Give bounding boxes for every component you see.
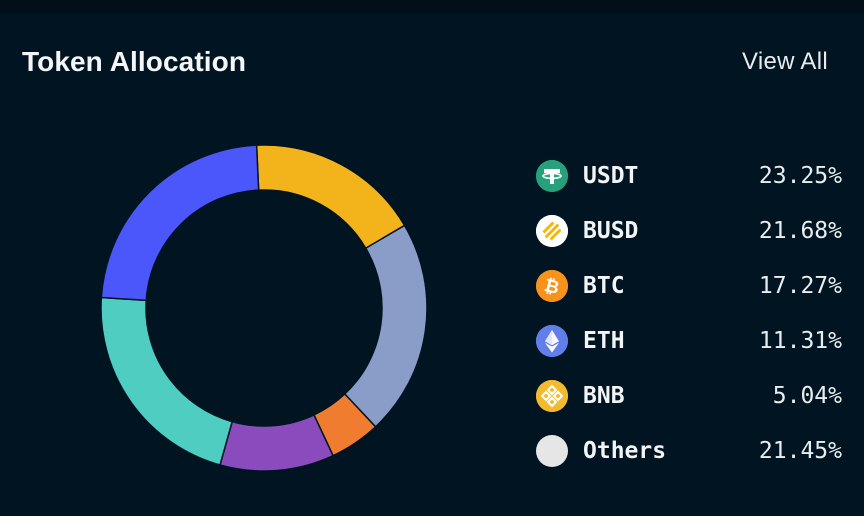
allocation-donut-chart [100, 144, 428, 472]
legend-token-name: BUSD [583, 217, 639, 244]
legend-item-others[interactable]: Others 21.45% [536, 423, 842, 478]
legend-token-name: USDT [583, 162, 639, 189]
legend-token-percent: 5.04% [772, 382, 842, 409]
busd-icon [536, 214, 568, 247]
donut-slice-eth[interactable] [219, 413, 335, 472]
bnb-icon [536, 379, 568, 412]
legend-token-percent: 23.25% [758, 162, 842, 189]
card-header: Token Allocation View All [22, 14, 828, 110]
legend-token-name: BNB [583, 382, 625, 409]
others-icon [536, 434, 568, 467]
legend-token-percent: 17.27% [758, 272, 842, 299]
view-all-link[interactable]: View All [741, 48, 828, 75]
usdt-icon [536, 159, 568, 192]
donut-slice-others[interactable] [343, 224, 428, 428]
legend-item-bnb[interactable]: BNB 5.04% [536, 368, 842, 423]
legend-token-percent: 11.31% [758, 327, 842, 354]
btc-icon: ₿ [536, 269, 568, 302]
allocation-legend: USDT 23.25% BUSD 21.68% [536, 148, 842, 478]
legend-item-usdt[interactable]: USDT 23.25% [536, 148, 842, 203]
eth-icon [536, 324, 568, 357]
donut-slice-btc[interactable] [255, 144, 406, 250]
legend-token-name: ETH [583, 327, 625, 354]
donut-slice-busd[interactable] [100, 296, 234, 466]
svg-text:₿: ₿ [542, 275, 561, 299]
legend-item-busd[interactable]: BUSD 21.68% [536, 203, 842, 258]
legend-token-percent: 21.68% [758, 217, 842, 244]
legend-item-btc[interactable]: ₿ BTC 17.27% [536, 258, 842, 313]
donut-slice-usdt[interactable] [100, 144, 260, 302]
legend-token-name: BTC [583, 272, 625, 299]
token-allocation-card: Token Allocation View All USDT 23.25% [0, 14, 864, 516]
card-title: Token Allocation [22, 46, 247, 77]
legend-token-name: Others [583, 437, 667, 464]
legend-token-percent: 21.45% [758, 437, 842, 464]
legend-item-eth[interactable]: ETH 11.31% [536, 313, 842, 368]
